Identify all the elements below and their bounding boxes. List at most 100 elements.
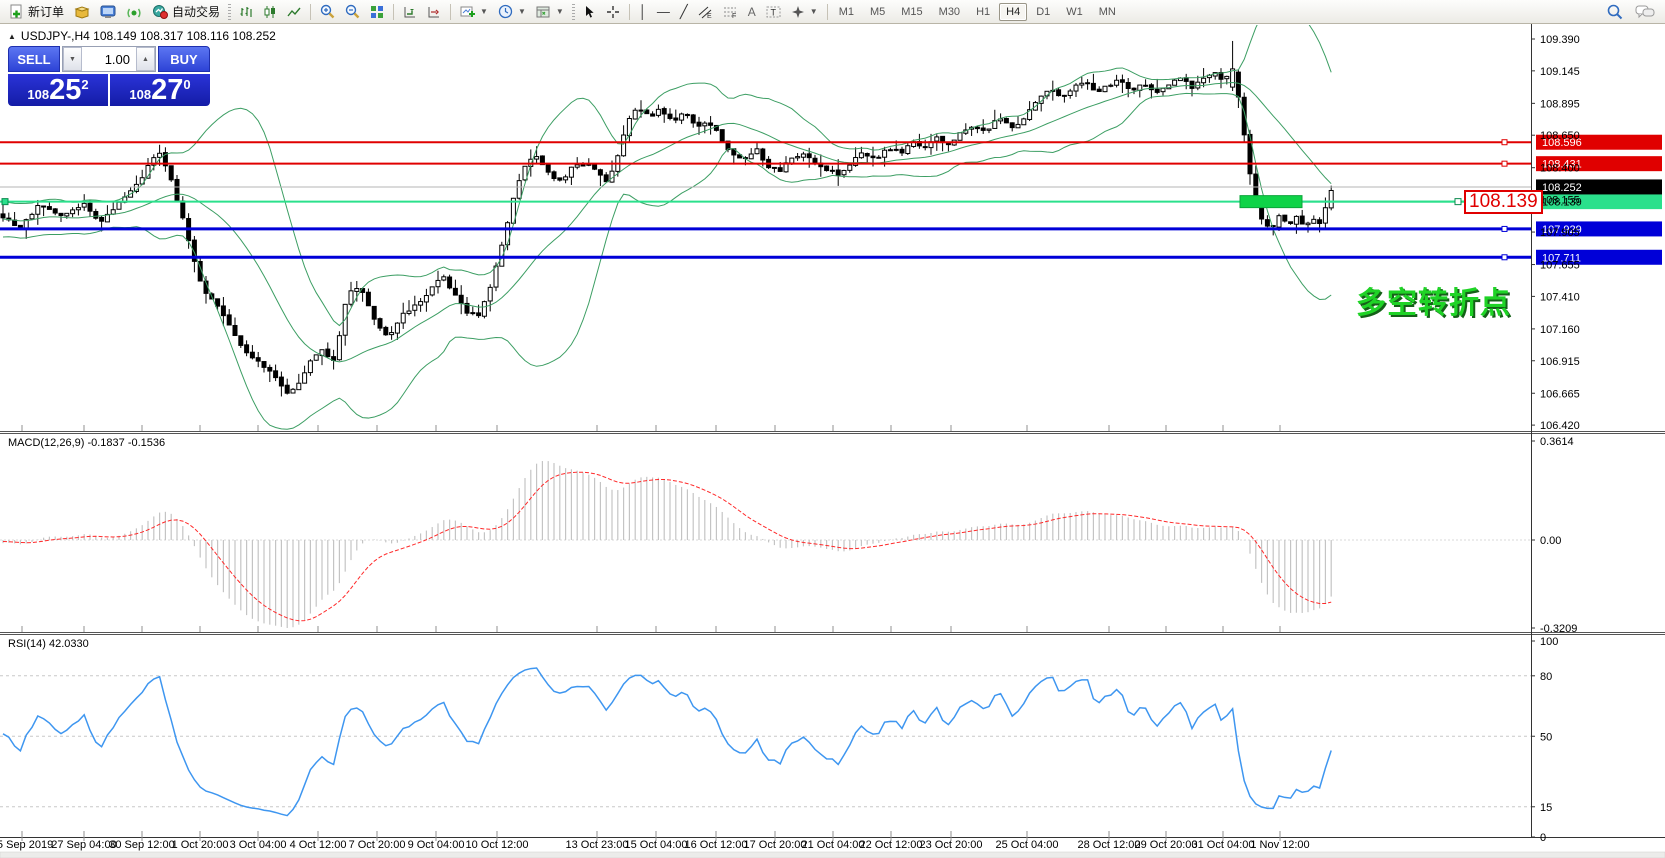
bar-chart-icon	[240, 6, 252, 17]
volume-decrease-button[interactable]: ▼	[63, 47, 82, 71]
macd-indicator-label: MACD(12,26,9) -0.1837 -0.1536	[8, 437, 166, 449]
chat-icon[interactable]	[1635, 4, 1655, 20]
template-button[interactable]: ▼	[531, 1, 569, 23]
timeframe-M1[interactable]: M1	[838, 5, 854, 18]
template-icon	[536, 6, 550, 17]
svg-text:22 Oct 12:00: 22 Oct 12:00	[860, 839, 923, 851]
svg-text:17 Oct 20:00: 17 Oct 20:00	[744, 839, 807, 851]
toolbar-separator	[310, 3, 312, 20]
crosshair-tool-button[interactable]	[601, 1, 625, 23]
svg-text:25 Oct 04:00: 25 Oct 04:00	[996, 839, 1059, 851]
new-order-button[interactable]: 新订单	[4, 1, 69, 23]
volume-increase-button[interactable]: ▲	[136, 47, 155, 71]
svg-text:108.252: 108.252	[1542, 182, 1582, 194]
sell-price-prefix: 108	[27, 86, 50, 102]
new-chart-icon	[460, 6, 476, 17]
market-watch-button[interactable]	[95, 1, 121, 23]
vline-icon: │	[638, 3, 647, 19]
zoom-in-button[interactable]	[315, 1, 340, 23]
channel-tool-button[interactable]: E	[693, 1, 718, 23]
symbol-header[interactable]: ▲ USDJPY-,H4 108.149 108.317 108.116 108…	[8, 29, 276, 43]
chart-canvas[interactable]: 108.596 108.431 108.139 107.929 107.711 108.2…	[0, 24, 1665, 858]
tile-windows-button[interactable]	[365, 1, 389, 23]
chart-shift-button[interactable]	[422, 1, 446, 23]
svg-text:107.905: 107.905	[1540, 227, 1580, 239]
timeframe-H4[interactable]: H4	[999, 2, 1028, 21]
fibonacci-icon: F	[723, 7, 736, 19]
svg-text:9 Oct 04:00: 9 Oct 04:00	[408, 839, 465, 851]
svg-text:108.431: 108.431	[1542, 159, 1582, 171]
chart-annotation-text[interactable]: 多空转折点	[1356, 287, 1511, 320]
bar-chart-type-button[interactable]	[234, 1, 258, 23]
timeframe-MN[interactable]: MN	[1098, 5, 1116, 18]
one-click-trading-panel: SELL ▼ 1.00 ▲ BUY 108 25 2 108 27 0	[8, 46, 210, 106]
timeframe-M5[interactable]: M5	[869, 5, 886, 18]
sell-price-point: 2	[81, 77, 89, 92]
buy-price-pips: 27	[151, 74, 184, 106]
chart-area: 108.596 108.431 108.139 107.929 107.711 108.2…	[0, 24, 1665, 858]
hline-tool-button[interactable]: —	[652, 1, 675, 23]
dropdown-caret: ▼	[517, 7, 526, 16]
timeframe-H1[interactable]: H1	[976, 5, 991, 18]
price-callout-box[interactable]: 108.139	[1464, 189, 1543, 214]
toolbar-separator	[450, 3, 452, 20]
svg-text:0.00: 0.00	[1540, 535, 1561, 547]
candle-chart-type-button[interactable]	[258, 1, 282, 23]
price-axis[interactable]: 109.390 109.145 108.895 108.650 108.400 108.1…	[1531, 34, 1580, 844]
new-order-label: 新订单	[28, 5, 65, 19]
signal-icon	[127, 8, 141, 17]
vline-tool-button[interactable]: │	[634, 1, 652, 23]
dropdown-caret: ▼	[809, 7, 818, 16]
search-icon[interactable]	[1607, 4, 1623, 20]
cursor-tool-button[interactable]	[578, 1, 601, 23]
toolbar-right-group	[1607, 4, 1661, 20]
svg-text:15: 15	[1540, 802, 1552, 814]
collapse-arrow-icon[interactable]: ▲	[8, 31, 16, 41]
autotrading-button[interactable]: 自动交易	[147, 1, 225, 23]
dropdown-caret: ▼	[555, 7, 564, 16]
macd-pane	[0, 461, 1531, 628]
timeframe-M15[interactable]: M15	[901, 5, 923, 18]
zoom-out-button[interactable]	[340, 1, 365, 23]
buy-button[interactable]: BUY	[158, 46, 210, 72]
svg-text:15 Oct 04:00: 15 Oct 04:00	[625, 839, 688, 851]
line-chart-icon	[287, 7, 301, 16]
sell-button[interactable]: SELL	[8, 46, 60, 72]
svg-text:80: 80	[1540, 671, 1552, 683]
auto-scroll-button[interactable]	[398, 1, 422, 23]
volume-value[interactable]: 1.00	[104, 51, 130, 67]
svg-text:16 Oct 12:00: 16 Oct 12:00	[685, 839, 748, 851]
zoom-in-icon	[320, 4, 335, 19]
toolbar-separator	[628, 3, 630, 20]
svg-text:-0.3209: -0.3209	[1540, 623, 1577, 635]
text-label-tool-button[interactable]: T	[761, 1, 786, 23]
buy-price[interactable]: 108 27 0	[110, 74, 210, 106]
dropdown-caret: ▼	[480, 7, 488, 16]
sell-price-pips: 25	[49, 74, 82, 106]
text-tool-button[interactable]: A	[743, 1, 761, 23]
timeframe-D1[interactable]: D1	[1036, 5, 1051, 18]
timeframe-M30[interactable]: M30	[938, 5, 961, 18]
svg-text:109.145: 109.145	[1540, 66, 1580, 78]
charts-button[interactable]	[69, 1, 95, 23]
new-chart-button[interactable]: ▼	[455, 1, 493, 23]
fibonacci-tool-button[interactable]: F	[718, 1, 743, 23]
svg-text:F: F	[732, 13, 736, 19]
highlight-rect[interactable]	[1239, 195, 1303, 209]
svg-text:107.929: 107.929	[1542, 224, 1582, 236]
periods-button[interactable]: ▼	[493, 1, 531, 23]
toolbar: 新订单 自动交易 ▼ ▼	[0, 0, 1665, 24]
signal-button[interactable]	[121, 1, 147, 23]
sell-price[interactable]: 108 25 2	[8, 74, 108, 106]
svg-text:108.596: 108.596	[1542, 137, 1582, 149]
line-chart-type-button[interactable]	[282, 1, 306, 23]
timeframe-W1[interactable]: W1	[1066, 5, 1083, 18]
rsi-pane	[0, 667, 1531, 817]
hline-icon: —	[656, 3, 670, 19]
arrows-tool-button[interactable]: ▼	[786, 1, 823, 23]
new-order-icon	[10, 4, 22, 19]
trendline-tool-button[interactable]: ╱	[675, 1, 693, 23]
horizontal-lines: 108.596 108.431 108.139 107.929 107.711 108.2…	[0, 134, 1662, 265]
svg-text:E: E	[707, 13, 712, 19]
